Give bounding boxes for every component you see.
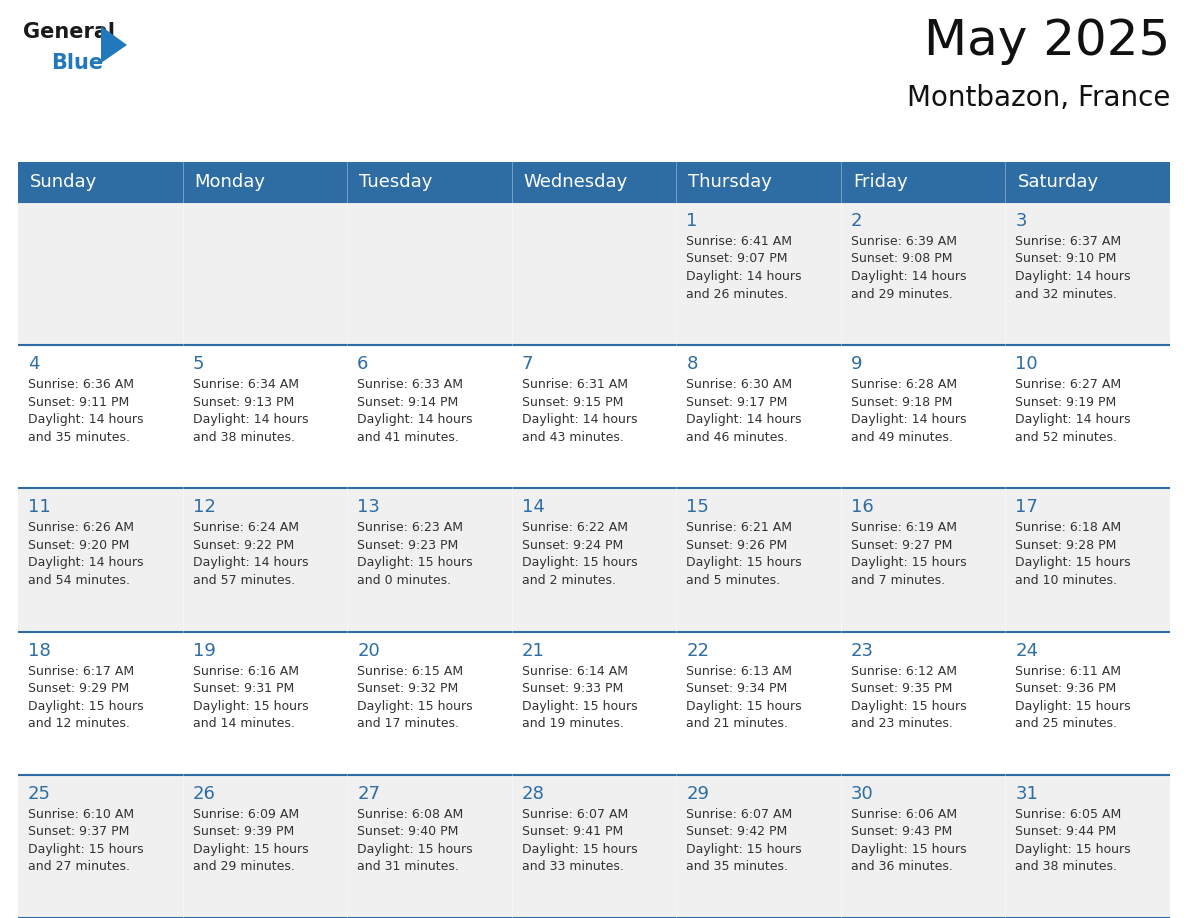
Text: Sunrise: 6:19 AM
Sunset: 9:27 PM
Daylight: 15 hours
and 7 minutes.: Sunrise: 6:19 AM Sunset: 9:27 PM Dayligh… — [851, 521, 967, 587]
Text: 16: 16 — [851, 498, 873, 517]
Text: Sunrise: 6:12 AM
Sunset: 9:35 PM
Daylight: 15 hours
and 23 minutes.: Sunrise: 6:12 AM Sunset: 9:35 PM Dayligh… — [851, 665, 967, 730]
Bar — [18, 162, 1170, 202]
Text: 15: 15 — [687, 498, 709, 517]
Text: Sunrise: 6:08 AM
Sunset: 9:40 PM
Daylight: 15 hours
and 31 minutes.: Sunrise: 6:08 AM Sunset: 9:40 PM Dayligh… — [358, 808, 473, 873]
Text: Sunrise: 6:39 AM
Sunset: 9:08 PM
Daylight: 14 hours
and 29 minutes.: Sunrise: 6:39 AM Sunset: 9:08 PM Dayligh… — [851, 235, 966, 300]
Text: Sunrise: 6:17 AM
Sunset: 9:29 PM
Daylight: 15 hours
and 12 minutes.: Sunrise: 6:17 AM Sunset: 9:29 PM Dayligh… — [29, 665, 144, 730]
Text: Sunrise: 6:33 AM
Sunset: 9:14 PM
Daylight: 14 hours
and 41 minutes.: Sunrise: 6:33 AM Sunset: 9:14 PM Dayligh… — [358, 378, 473, 443]
Bar — [18, 345, 1170, 488]
Text: General: General — [23, 22, 115, 42]
Text: Sunrise: 6:16 AM
Sunset: 9:31 PM
Daylight: 15 hours
and 14 minutes.: Sunrise: 6:16 AM Sunset: 9:31 PM Dayligh… — [192, 665, 308, 730]
Text: 10: 10 — [1016, 355, 1038, 374]
Text: Sunrise: 6:18 AM
Sunset: 9:28 PM
Daylight: 15 hours
and 10 minutes.: Sunrise: 6:18 AM Sunset: 9:28 PM Dayligh… — [1016, 521, 1131, 587]
Text: Sunrise: 6:30 AM
Sunset: 9:17 PM
Daylight: 14 hours
and 46 minutes.: Sunrise: 6:30 AM Sunset: 9:17 PM Dayligh… — [687, 378, 802, 443]
Text: Sunrise: 6:06 AM
Sunset: 9:43 PM
Daylight: 15 hours
and 36 minutes.: Sunrise: 6:06 AM Sunset: 9:43 PM Dayligh… — [851, 808, 967, 873]
Text: Monday: Monday — [195, 173, 266, 191]
Text: 23: 23 — [851, 642, 874, 660]
Text: Sunrise: 6:15 AM
Sunset: 9:32 PM
Daylight: 15 hours
and 17 minutes.: Sunrise: 6:15 AM Sunset: 9:32 PM Dayligh… — [358, 665, 473, 730]
Text: Tuesday: Tuesday — [359, 173, 432, 191]
Text: 21: 21 — [522, 642, 544, 660]
Text: 5: 5 — [192, 355, 204, 374]
Text: 20: 20 — [358, 642, 380, 660]
Text: Thursday: Thursday — [688, 173, 772, 191]
Text: Sunrise: 6:09 AM
Sunset: 9:39 PM
Daylight: 15 hours
and 29 minutes.: Sunrise: 6:09 AM Sunset: 9:39 PM Dayligh… — [192, 808, 308, 873]
Text: Sunrise: 6:24 AM
Sunset: 9:22 PM
Daylight: 14 hours
and 57 minutes.: Sunrise: 6:24 AM Sunset: 9:22 PM Dayligh… — [192, 521, 308, 587]
Text: 13: 13 — [358, 498, 380, 517]
Polygon shape — [101, 26, 127, 63]
Text: Sunrise: 6:13 AM
Sunset: 9:34 PM
Daylight: 15 hours
and 21 minutes.: Sunrise: 6:13 AM Sunset: 9:34 PM Dayligh… — [687, 665, 802, 730]
Text: 19: 19 — [192, 642, 215, 660]
Text: 1: 1 — [687, 212, 697, 230]
Text: May 2025: May 2025 — [924, 17, 1170, 65]
Text: Sunrise: 6:05 AM
Sunset: 9:44 PM
Daylight: 15 hours
and 38 minutes.: Sunrise: 6:05 AM Sunset: 9:44 PM Dayligh… — [1016, 808, 1131, 873]
Text: 7: 7 — [522, 355, 533, 374]
Text: Sunrise: 6:11 AM
Sunset: 9:36 PM
Daylight: 15 hours
and 25 minutes.: Sunrise: 6:11 AM Sunset: 9:36 PM Dayligh… — [1016, 665, 1131, 730]
Text: 24: 24 — [1016, 642, 1038, 660]
Text: 31: 31 — [1016, 785, 1038, 803]
Text: Sunrise: 6:07 AM
Sunset: 9:41 PM
Daylight: 15 hours
and 33 minutes.: Sunrise: 6:07 AM Sunset: 9:41 PM Dayligh… — [522, 808, 637, 873]
Text: 17: 17 — [1016, 498, 1038, 517]
Text: 9: 9 — [851, 355, 862, 374]
Text: Sunrise: 6:10 AM
Sunset: 9:37 PM
Daylight: 15 hours
and 27 minutes.: Sunrise: 6:10 AM Sunset: 9:37 PM Dayligh… — [29, 808, 144, 873]
Text: 2: 2 — [851, 212, 862, 230]
Text: 3: 3 — [1016, 212, 1026, 230]
Text: Friday: Friday — [853, 173, 908, 191]
Text: Sunrise: 6:41 AM
Sunset: 9:07 PM
Daylight: 14 hours
and 26 minutes.: Sunrise: 6:41 AM Sunset: 9:07 PM Dayligh… — [687, 235, 802, 300]
Text: 6: 6 — [358, 355, 368, 374]
Text: 4: 4 — [29, 355, 39, 374]
Text: Sunrise: 6:28 AM
Sunset: 9:18 PM
Daylight: 14 hours
and 49 minutes.: Sunrise: 6:28 AM Sunset: 9:18 PM Dayligh… — [851, 378, 966, 443]
Text: Wednesday: Wednesday — [524, 173, 628, 191]
Text: 12: 12 — [192, 498, 215, 517]
Text: Sunrise: 6:34 AM
Sunset: 9:13 PM
Daylight: 14 hours
and 38 minutes.: Sunrise: 6:34 AM Sunset: 9:13 PM Dayligh… — [192, 378, 308, 443]
Bar — [18, 488, 1170, 632]
Text: Sunrise: 6:22 AM
Sunset: 9:24 PM
Daylight: 15 hours
and 2 minutes.: Sunrise: 6:22 AM Sunset: 9:24 PM Dayligh… — [522, 521, 637, 587]
Text: Sunrise: 6:23 AM
Sunset: 9:23 PM
Daylight: 15 hours
and 0 minutes.: Sunrise: 6:23 AM Sunset: 9:23 PM Dayligh… — [358, 521, 473, 587]
Text: 14: 14 — [522, 498, 544, 517]
Text: Sunday: Sunday — [30, 173, 97, 191]
Text: 27: 27 — [358, 785, 380, 803]
Text: Sunrise: 6:27 AM
Sunset: 9:19 PM
Daylight: 14 hours
and 52 minutes.: Sunrise: 6:27 AM Sunset: 9:19 PM Dayligh… — [1016, 378, 1131, 443]
Text: Sunrise: 6:14 AM
Sunset: 9:33 PM
Daylight: 15 hours
and 19 minutes.: Sunrise: 6:14 AM Sunset: 9:33 PM Dayligh… — [522, 665, 637, 730]
Text: Sunrise: 6:36 AM
Sunset: 9:11 PM
Daylight: 14 hours
and 35 minutes.: Sunrise: 6:36 AM Sunset: 9:11 PM Dayligh… — [29, 378, 144, 443]
Bar — [18, 202, 1170, 345]
Text: Sunrise: 6:07 AM
Sunset: 9:42 PM
Daylight: 15 hours
and 35 minutes.: Sunrise: 6:07 AM Sunset: 9:42 PM Dayligh… — [687, 808, 802, 873]
Text: 22: 22 — [687, 642, 709, 660]
Text: 18: 18 — [29, 642, 51, 660]
Text: Montbazon, France: Montbazon, France — [906, 84, 1170, 112]
Bar — [18, 632, 1170, 775]
Text: Sunrise: 6:37 AM
Sunset: 9:10 PM
Daylight: 14 hours
and 32 minutes.: Sunrise: 6:37 AM Sunset: 9:10 PM Dayligh… — [1016, 235, 1131, 300]
Text: Sunrise: 6:21 AM
Sunset: 9:26 PM
Daylight: 15 hours
and 5 minutes.: Sunrise: 6:21 AM Sunset: 9:26 PM Dayligh… — [687, 521, 802, 587]
Text: 25: 25 — [29, 785, 51, 803]
Text: Blue: Blue — [51, 53, 103, 73]
Text: 29: 29 — [687, 785, 709, 803]
Text: 11: 11 — [29, 498, 51, 517]
Text: 28: 28 — [522, 785, 544, 803]
Bar — [18, 775, 1170, 918]
Text: Saturday: Saturday — [1017, 173, 1099, 191]
Text: 26: 26 — [192, 785, 215, 803]
Text: 8: 8 — [687, 355, 697, 374]
Text: Sunrise: 6:26 AM
Sunset: 9:20 PM
Daylight: 14 hours
and 54 minutes.: Sunrise: 6:26 AM Sunset: 9:20 PM Dayligh… — [29, 521, 144, 587]
Text: Sunrise: 6:31 AM
Sunset: 9:15 PM
Daylight: 14 hours
and 43 minutes.: Sunrise: 6:31 AM Sunset: 9:15 PM Dayligh… — [522, 378, 637, 443]
Text: 30: 30 — [851, 785, 873, 803]
